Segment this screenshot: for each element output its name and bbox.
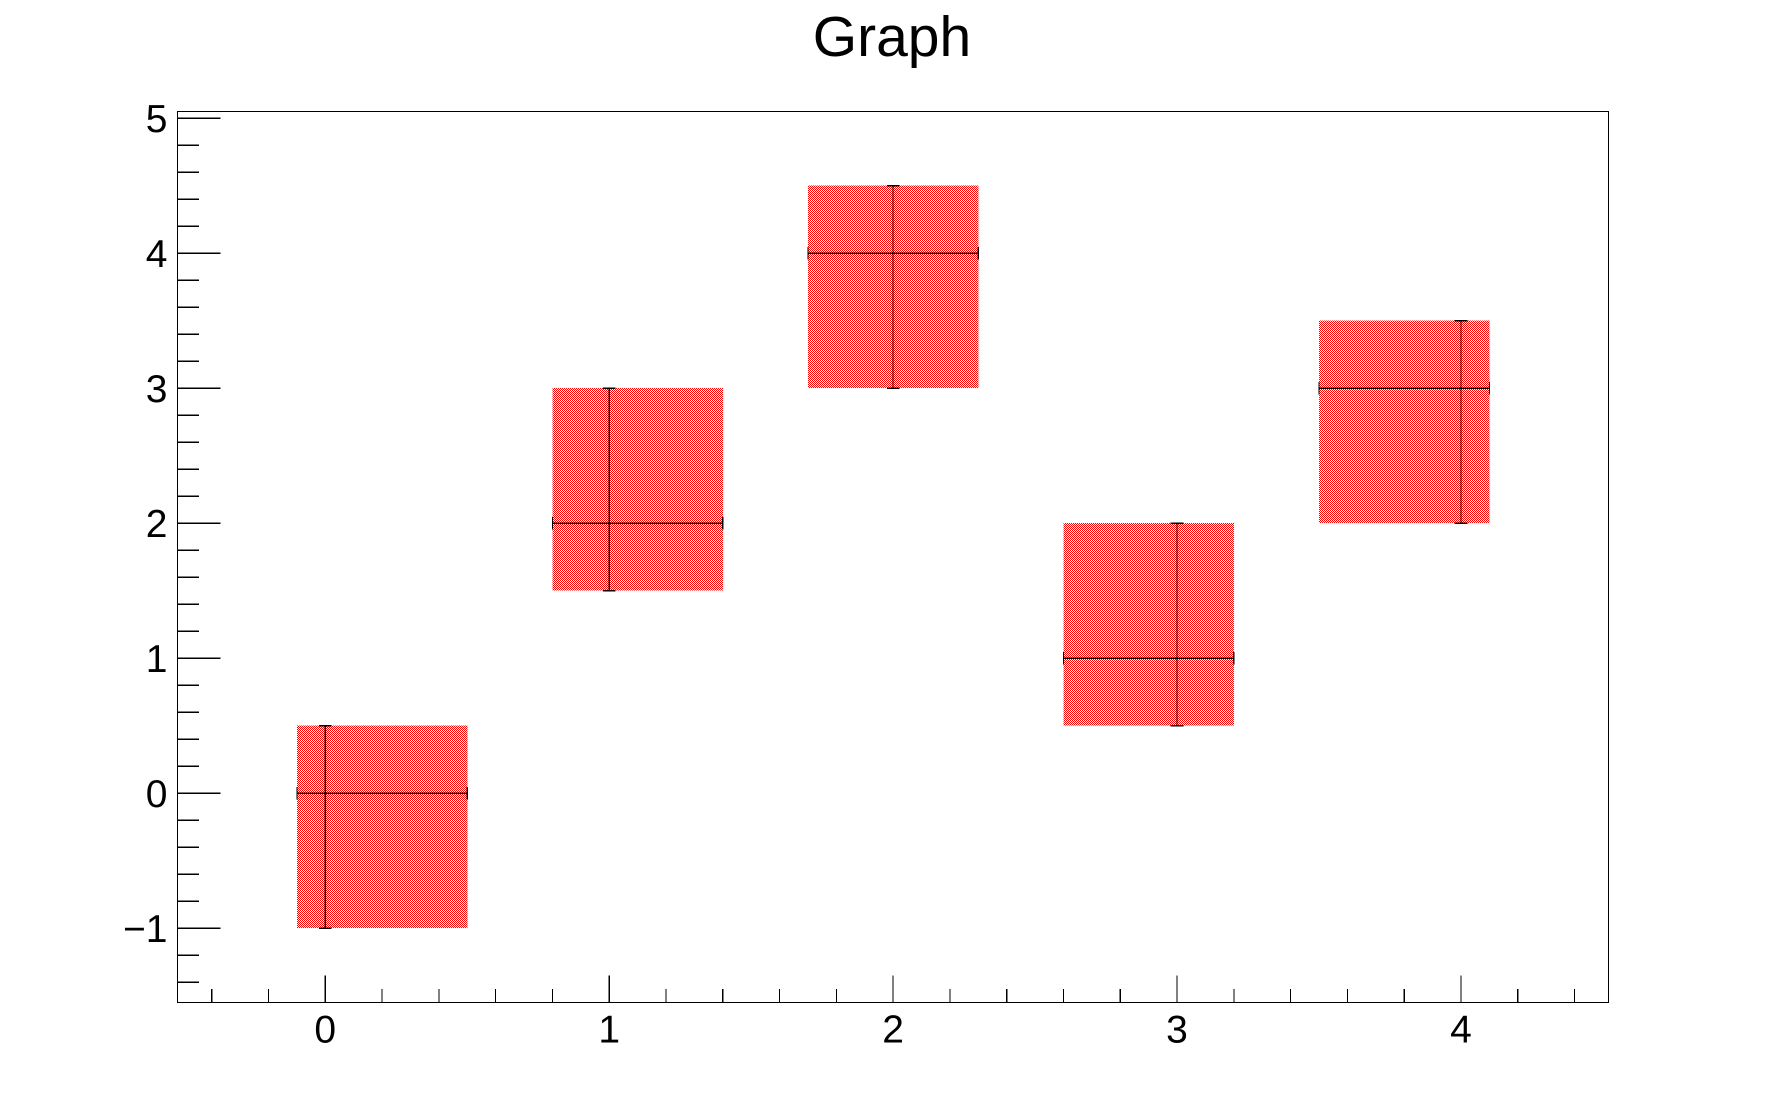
y-tick-label: 5 xyxy=(146,98,168,141)
y-tick-label: 4 xyxy=(146,233,168,276)
x-tick-label: 4 xyxy=(1450,1009,1472,1052)
y-tick-label: 0 xyxy=(146,773,168,816)
error-box xyxy=(552,388,723,591)
tick-labels-layer: 0 1 2 3 4 −1 0 1 2 3 4 5 xyxy=(123,98,1472,1051)
error-box xyxy=(296,725,468,929)
axes-layer xyxy=(177,110,1610,1004)
chart-title: Graph xyxy=(813,5,971,69)
y-tick-label: 2 xyxy=(146,503,168,546)
y-tick-label: 1 xyxy=(146,638,168,681)
x-tick-label: 0 xyxy=(314,1009,336,1052)
error-box xyxy=(1319,320,1490,524)
x-tick-label: 3 xyxy=(1166,1009,1188,1052)
x-tick-label: 1 xyxy=(598,1009,620,1052)
error-box xyxy=(1063,523,1234,726)
x-tick-label: 2 xyxy=(882,1009,904,1052)
error-bars-layer xyxy=(296,185,1491,929)
y-tick-label: 3 xyxy=(146,368,168,411)
error-boxes-layer xyxy=(296,185,1490,929)
y-tick-label: −1 xyxy=(123,908,167,951)
